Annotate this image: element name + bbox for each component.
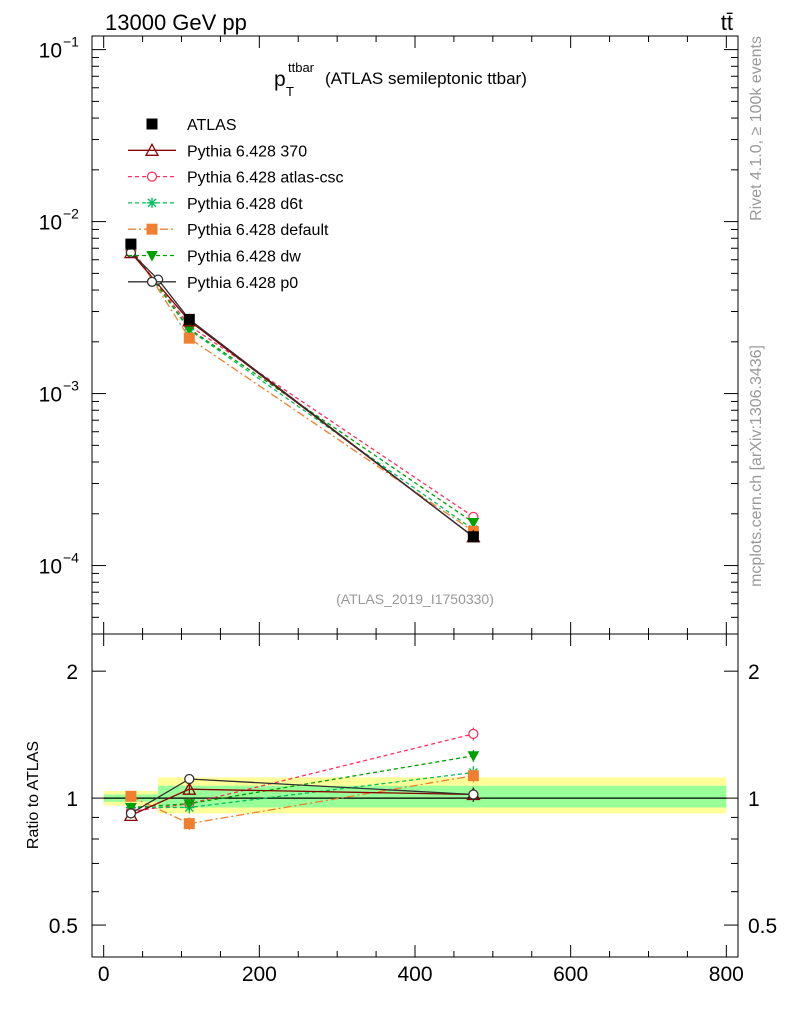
legend-item-atlas: ATLAS — [146, 117, 237, 134]
data-point-atlas — [125, 238, 137, 250]
series-line-default — [130, 245, 474, 532]
data-point-default — [183, 332, 195, 344]
data-point-atlas — [183, 313, 195, 325]
y-tick-exponent: −3 — [63, 378, 79, 394]
series-line-atlas_csc — [130, 248, 474, 518]
legend-label-atlas_csc: Pythia 6.428 atlas-csc — [187, 170, 344, 187]
ratio-point-default — [467, 770, 479, 782]
ratio-y-tick-label-right: 0.5 — [748, 915, 777, 938]
legend-label-d6t: Pythia 6.428 d6t — [187, 196, 303, 213]
mcplots-label: mcplots.cern.ch [arXiv:1306.3436] — [748, 345, 765, 587]
legend-item-default: Pythia 6.428 default — [128, 222, 329, 239]
title-sub: T — [286, 84, 294, 99]
legend: ATLAS Pythia 6.428 370 Pythia 6.428 atlas-… — [128, 117, 344, 292]
ratio-point-atlas_csc — [468, 728, 479, 740]
title-sup: ttbar — [288, 60, 315, 75]
legend-marker-p0 — [146, 276, 158, 287]
series-line-dw — [130, 248, 474, 524]
title-rest: (ATLAS semileptonic ttbar) — [325, 69, 527, 88]
series-atlas_csc — [125, 244, 479, 817]
ratio-point-dw — [183, 799, 196, 810]
legend-marker-dw — [146, 251, 158, 262]
legend-marker-d6t — [147, 197, 157, 208]
legend-label-p0: Pythia 6.428 p0 — [187, 275, 298, 292]
ratio-y-tick-label: 1 — [66, 788, 78, 811]
x-tick-label: 600 — [553, 963, 588, 986]
ratio-uncertainty-bands — [103, 777, 727, 814]
ratio-point-p370 — [182, 781, 197, 795]
legend-marker-atlas — [146, 118, 158, 130]
ratio-point-dw — [125, 803, 137, 814]
energy-label: 13000 GeV pp — [105, 10, 247, 35]
y-tick-exponent: −4 — [63, 550, 79, 566]
ratio-point-default — [183, 818, 195, 830]
ratio-y-tick-label: 0.5 — [49, 915, 78, 938]
x-tick-label: 800 — [709, 963, 744, 986]
y-tick-label: 10 — [39, 384, 62, 407]
analysis-id: (ATLAS_2019_I1750330) — [336, 591, 494, 607]
series-default — [125, 240, 479, 831]
y-tick-exponent: −2 — [63, 206, 79, 222]
title-main: p — [274, 68, 286, 91]
legend-marker-atlas_csc — [146, 171, 158, 182]
series-dw — [125, 244, 480, 814]
legend-label-dw: Pythia 6.428 dw — [187, 249, 301, 266]
legend-item-atlas_csc: Pythia 6.428 atlas-csc — [128, 170, 344, 187]
data-point-dw — [467, 517, 480, 529]
legend-item-p370: Pythia 6.428 370 — [128, 142, 307, 160]
data-point-atlas — [467, 531, 479, 543]
ratio-y-tick-label: 2 — [66, 661, 78, 684]
rivet-version-label: Rivet 4.1.0, ≥ 100k events — [748, 36, 765, 221]
y-tick-label: 10 — [39, 40, 62, 63]
legend-item-dw: Pythia 6.428 dw — [128, 249, 301, 266]
series-p0 — [125, 247, 479, 819]
series-p370 — [123, 245, 481, 822]
plot-title: p T ttbar (ATLAS semileptonic ttbar) — [274, 60, 527, 99]
band-green-1 — [158, 785, 727, 808]
x-tick-label: 200 — [242, 963, 277, 986]
y-tick-exponent: −1 — [63, 34, 79, 50]
legend-label-default: Pythia 6.428 default — [187, 222, 329, 239]
series-d6t — [125, 244, 479, 814]
ratio-point-p0 — [184, 773, 195, 785]
x-tick-label: 400 — [397, 963, 432, 986]
series-line-p0 — [130, 252, 474, 538]
legend-item-d6t: Pythia 6.428 d6t — [128, 196, 303, 213]
ratio-y-tick-label-right: 1 — [748, 788, 760, 811]
ratio-point-p0 — [468, 789, 479, 800]
ratio-point-dw — [467, 751, 480, 762]
ratio-y-tick-label-right: 2 — [748, 661, 760, 684]
y-tick-label: 10 — [39, 556, 62, 579]
series-atlas — [125, 238, 479, 543]
legend-item-p0: Pythia 6.428 p0 — [128, 275, 298, 292]
x-tick-label: 0 — [98, 963, 110, 986]
data-series — [123, 238, 481, 831]
legend-marker-p370 — [144, 142, 160, 156]
ratio-point-default — [125, 790, 137, 802]
legend-label-atlas: ATLAS — [187, 117, 237, 134]
process-label: tt̄ — [721, 10, 733, 35]
ratio-ylabel: Ratio to ATLAS — [25, 741, 42, 849]
ratio-point-p0 — [125, 808, 137, 819]
legend-label-p370: Pythia 6.428 370 — [187, 143, 307, 160]
y-tick-label: 10 — [39, 212, 62, 235]
series-line-p370 — [130, 252, 474, 538]
legend-marker-default — [146, 223, 158, 235]
